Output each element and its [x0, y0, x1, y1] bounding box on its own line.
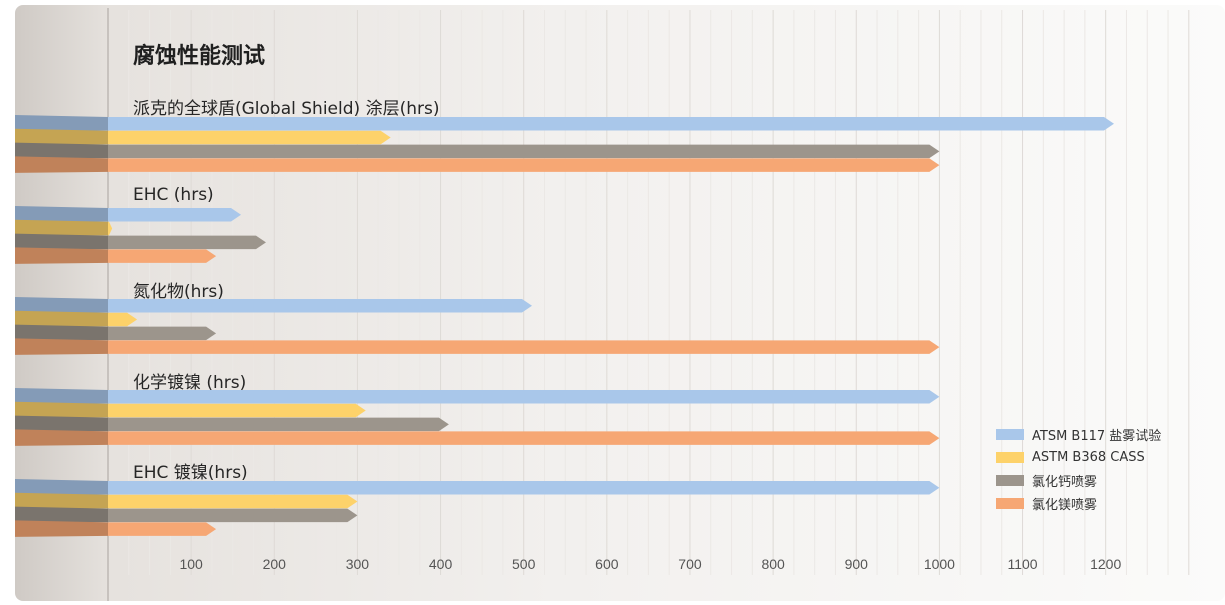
group-label: EHC (hrs) — [133, 185, 214, 205]
bar — [108, 158, 940, 172]
bar-ribbon — [15, 415, 108, 433]
bar — [108, 417, 449, 432]
x-tick-label: 500 — [512, 556, 536, 572]
bar-ribbon — [15, 142, 108, 160]
bar — [108, 221, 113, 236]
group-label: 氮化物(hrs) — [133, 282, 224, 302]
x-tick-label: 900 — [845, 556, 869, 572]
bar — [108, 340, 940, 354]
bar — [108, 481, 940, 495]
bar-ribbon — [15, 479, 108, 496]
bar — [108, 299, 533, 313]
x-tick-label: 1000 — [924, 556, 955, 572]
bar-ribbon — [15, 247, 108, 264]
legend-swatch — [996, 451, 1024, 463]
bar — [108, 249, 217, 263]
x-tick-label: 1100 — [1007, 556, 1037, 572]
bar-ribbon — [15, 401, 108, 419]
legend-swatch — [996, 497, 1024, 509]
bar-ribbon — [15, 310, 108, 328]
legend-label: 氯化镁喷雾 — [1032, 497, 1098, 513]
legend-label: 氯化钙喷雾 — [1032, 474, 1098, 490]
bar-ribbon — [15, 388, 108, 405]
group-label: 派克的全球盾(Global Shield) 涂层(hrs) — [133, 99, 440, 119]
bar-ribbon — [15, 219, 108, 237]
bar-ribbon — [15, 506, 108, 524]
legend-item: ATSM B117 盐雾试验 — [996, 424, 1161, 444]
bar-ribbon — [15, 297, 108, 314]
bar — [108, 235, 266, 250]
bar-ribbon — [15, 128, 108, 146]
chart-title: 腐蚀性能测试 — [133, 44, 266, 69]
bar — [108, 144, 940, 159]
bar — [108, 312, 138, 327]
bar-ribbon — [15, 492, 108, 510]
bar — [108, 431, 940, 445]
x-tick-label: 800 — [761, 556, 785, 572]
bar-ribbon — [15, 233, 108, 251]
chart-legend: ATSM B117 盐雾试验 ASTM B368 CASS 氯化钙喷雾 氯化镁喷… — [996, 424, 1161, 516]
x-tick-label: 1200 — [1090, 556, 1121, 572]
x-tick-label: 600 — [595, 556, 619, 572]
x-tick-label: 700 — [678, 556, 702, 572]
bar — [108, 326, 217, 341]
bar — [108, 390, 940, 404]
x-tick-label: 200 — [263, 556, 287, 572]
bar-ribbon — [15, 206, 108, 223]
x-tick-label: 100 — [179, 556, 203, 572]
bar — [108, 403, 366, 418]
bar — [108, 494, 358, 509]
x-tick-label: 300 — [346, 556, 370, 572]
bar — [108, 117, 1114, 131]
bar-ribbon — [15, 324, 108, 342]
bar — [108, 508, 358, 523]
legend-item: 氯化镁喷雾 — [996, 493, 1161, 513]
bar-ribbon — [15, 156, 108, 173]
bar — [108, 522, 217, 536]
bar — [108, 208, 242, 222]
bar-ribbon — [15, 520, 108, 537]
bar-ribbon — [15, 338, 108, 355]
bar-ribbon — [15, 115, 108, 132]
group-label: EHC 镀镍(hrs) — [133, 463, 248, 483]
legend-item: ASTM B368 CASS — [996, 447, 1161, 467]
x-tick-label: 400 — [429, 556, 453, 572]
legend-label: ASTM B368 CASS — [1032, 449, 1145, 465]
bar-ribbon — [15, 429, 108, 446]
legend-swatch — [996, 474, 1024, 486]
group-label: 化学镀镍 (hrs) — [133, 373, 247, 393]
bar — [108, 130, 391, 145]
legend-item: 氯化钙喷雾 — [996, 470, 1161, 490]
legend-swatch — [996, 428, 1024, 440]
legend-label: ATSM B117 盐雾试验 — [1032, 428, 1162, 444]
